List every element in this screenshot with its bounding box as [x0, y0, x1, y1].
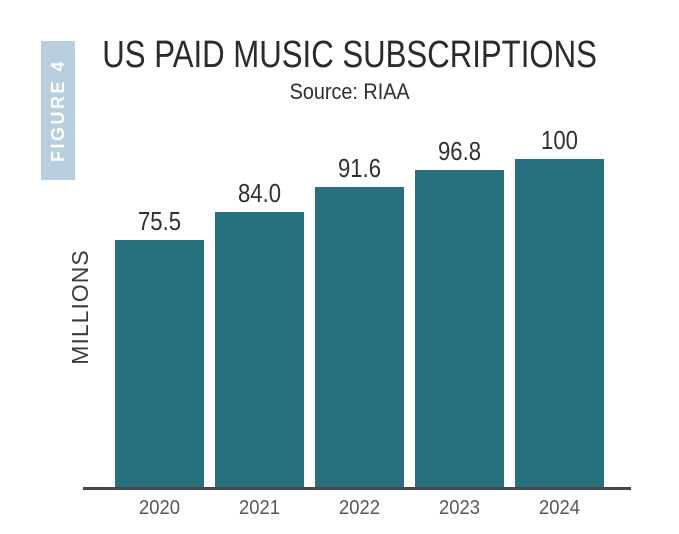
bar-group-2023: 96.8: [415, 136, 504, 488]
bar-2021: [215, 212, 304, 488]
x-tick-2020: 2020: [139, 497, 180, 519]
x-axis-line: [83, 487, 631, 490]
bar-group-2024: 100: [515, 125, 604, 488]
bar-group-2020: 75.5: [115, 206, 204, 488]
value-label-2020: 75.5: [137, 206, 182, 236]
bar-2020: [115, 240, 204, 488]
chart-subheader: Source: RIAA: [20, 80, 679, 107]
bar-2023: [415, 170, 504, 488]
value-label-2023: 96.8: [437, 136, 482, 166]
chart-title: US PAID MUSIC SUBSCRIPTIONS: [102, 34, 597, 76]
bar-2022: [315, 187, 404, 488]
x-tick-2024: 2024: [539, 497, 580, 519]
figure-badge: FIGURE 4: [41, 41, 75, 180]
x-tick-2022: 2022: [339, 497, 380, 519]
chart-subtitle: Source: RIAA: [289, 79, 410, 104]
value-label-2024: 100: [541, 125, 578, 155]
bar-group-2021: 84.0: [215, 178, 304, 488]
bar-2024: [515, 159, 604, 488]
value-label-2022: 91.6: [337, 153, 382, 183]
value-label-2021: 84.0: [237, 178, 282, 208]
x-tick-2023: 2023: [439, 497, 480, 519]
bar-group-2022: 91.6: [315, 153, 404, 488]
chart-header: US PAID MUSIC SUBSCRIPTIONS: [20, 36, 679, 82]
x-tick-2021: 2021: [239, 497, 280, 519]
